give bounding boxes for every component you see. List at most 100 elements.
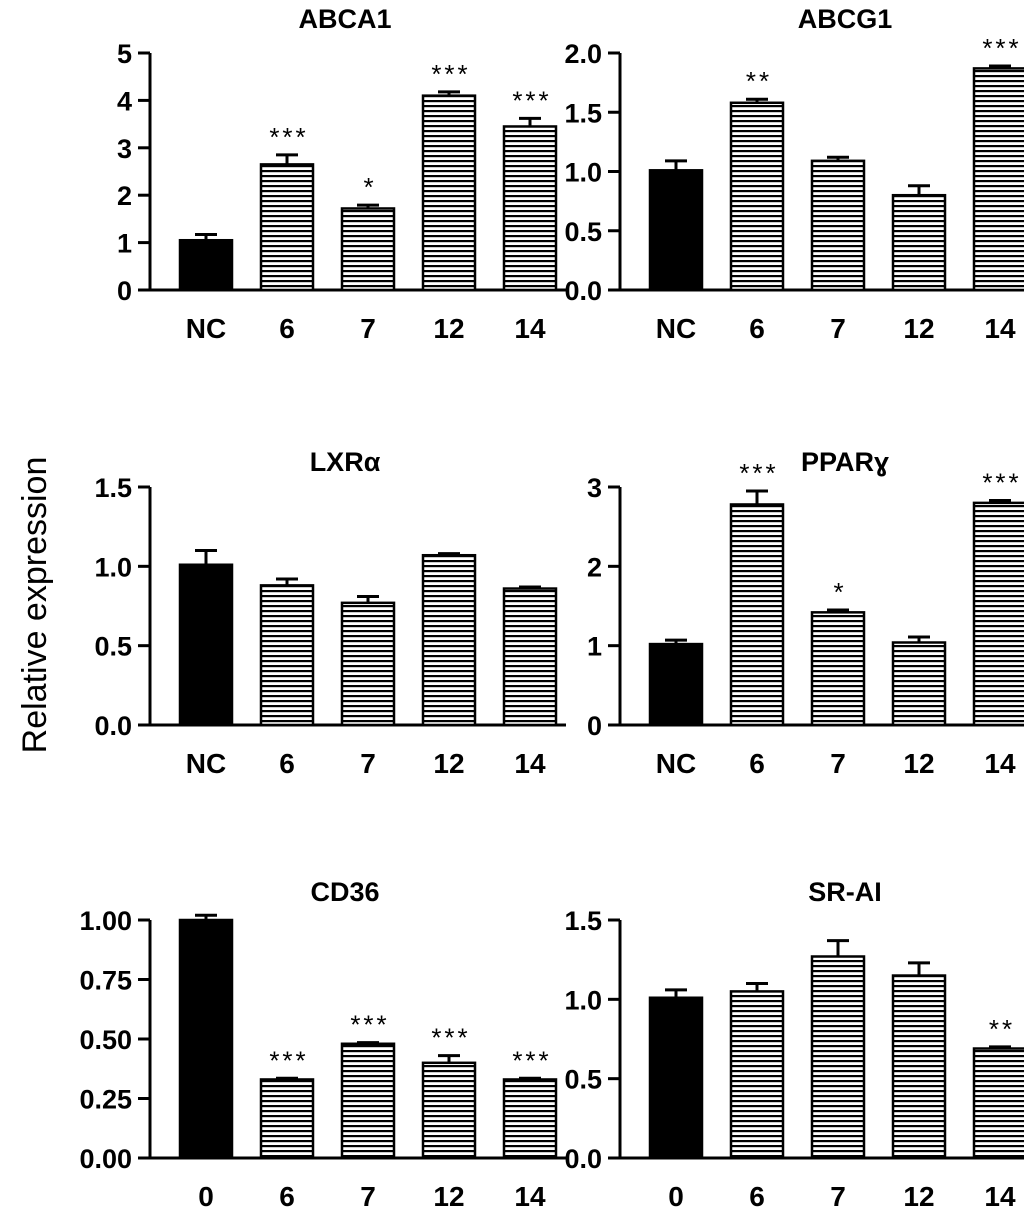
x-tick-label: 6 [279, 313, 295, 344]
bar-NC [178, 563, 234, 727]
y-tick-label: 0 [117, 276, 132, 306]
bar-14 [972, 501, 1024, 727]
significance-label: *** [350, 1010, 389, 1040]
y-tick-label: 0 [587, 711, 602, 741]
bar-6 [729, 990, 785, 1160]
x-tick-label: 14 [514, 1181, 546, 1212]
bar-NC [178, 238, 234, 292]
bar-14 [502, 1078, 558, 1160]
significance-label: ** [989, 1014, 1015, 1044]
y-tick-label: 5 [117, 39, 132, 69]
bar-7 [340, 207, 396, 292]
bar-7 [340, 601, 396, 727]
bar-14 [972, 67, 1024, 292]
x-tick-label: 7 [830, 313, 846, 344]
significance-label: *** [431, 1023, 470, 1053]
x-tick-label: 7 [830, 748, 846, 779]
significance-label: *** [431, 59, 470, 89]
significance-label: *** [512, 1045, 551, 1075]
x-tick-label: 0 [198, 1181, 214, 1212]
y-tick-label: 1.0 [94, 552, 132, 582]
bar-NC [648, 169, 704, 292]
significance-label: *** [982, 33, 1021, 63]
y-tick-label: 0.75 [79, 966, 132, 996]
chart-panel-6: SR-AI 0.0 0.5 1.0 1.5 0 6 7 12 ** 14 [564, 877, 1024, 1212]
x-tick-label: 6 [749, 748, 765, 779]
x-tick-label: 12 [903, 748, 934, 779]
bar-0 [648, 996, 704, 1160]
y-axis-label: Relative expression [16, 457, 54, 754]
chart-title: ABCG1 [798, 4, 893, 34]
bar-14 [972, 1047, 1024, 1160]
chart-panel-2: ABCG1 0.0 0.5 1.0 1.5 2.0 NC ** 6 7 12 *** 14 [564, 4, 1024, 344]
bar-7 [810, 611, 866, 727]
y-tick-label: 3 [587, 473, 602, 503]
x-tick-label: 12 [903, 313, 934, 344]
chart-panel-3: LXRα 0.0 0.5 1.0 1.5 NC 6 7 12 14 [94, 447, 566, 779]
x-tick-label: NC [656, 748, 696, 779]
x-tick-label: 14 [984, 1181, 1016, 1212]
significance-label: *** [739, 458, 778, 488]
chart-title: PPARɣ [801, 447, 889, 477]
bar-12 [891, 641, 947, 727]
bar-12 [421, 1061, 477, 1160]
y-tick-label: 1.5 [564, 98, 602, 128]
bar-12 [891, 193, 947, 292]
x-tick-label: 0 [668, 1181, 684, 1212]
bar-7 [810, 955, 866, 1160]
y-tick-label: 0.0 [564, 1144, 602, 1174]
bar-0 [178, 918, 234, 1160]
significance-label: *** [512, 85, 551, 115]
y-tick-label: 1.5 [94, 473, 132, 503]
significance-label: *** [269, 1045, 308, 1075]
y-tick-label: 1.00 [79, 906, 132, 936]
x-tick-label: 12 [903, 1181, 934, 1212]
bar-12 [421, 553, 477, 727]
y-tick-label: 1 [117, 229, 132, 259]
bar-7 [340, 1042, 396, 1160]
chart-title: CD36 [310, 877, 379, 907]
x-tick-label: 12 [433, 1181, 464, 1212]
chart-title: ABCA1 [298, 4, 391, 34]
significance-label: * [363, 172, 376, 202]
bar-6 [729, 101, 785, 292]
bar-6 [729, 503, 785, 727]
y-tick-label: 4 [117, 86, 132, 116]
y-tick-label: 1 [587, 632, 602, 662]
significance-label: ** [746, 66, 772, 96]
bar-14 [502, 125, 558, 292]
x-tick-label: 7 [360, 748, 376, 779]
x-tick-label: 14 [984, 313, 1016, 344]
x-tick-label: NC [186, 748, 226, 779]
y-tick-label: 1.0 [564, 985, 602, 1015]
x-tick-label: 6 [749, 313, 765, 344]
y-tick-label: 2 [587, 552, 602, 582]
y-tick-label: 2 [117, 181, 132, 211]
chart-title: SR-AI [808, 877, 882, 907]
significance-label: * [833, 577, 846, 607]
bar-6 [259, 584, 315, 727]
y-tick-label: 0.0 [94, 711, 132, 741]
x-tick-label: 14 [984, 748, 1016, 779]
bar-7 [810, 159, 866, 292]
bar-14 [502, 587, 558, 727]
bar-12 [891, 974, 947, 1160]
x-tick-label: 6 [279, 748, 295, 779]
bar-NC [648, 642, 704, 727]
bar-6 [259, 1078, 315, 1160]
y-tick-label: 0.5 [564, 1065, 602, 1095]
x-tick-label: 6 [279, 1181, 295, 1212]
y-tick-label: 0.25 [79, 1085, 132, 1115]
x-tick-label: 12 [433, 748, 464, 779]
x-tick-label: 7 [360, 1181, 376, 1212]
x-tick-label: NC [656, 313, 696, 344]
bar-12 [421, 94, 477, 292]
y-tick-label: 0.50 [79, 1025, 132, 1055]
significance-label: *** [982, 467, 1021, 497]
y-tick-label: 0.00 [79, 1144, 132, 1174]
x-tick-label: 14 [514, 748, 546, 779]
x-tick-label: NC [186, 313, 226, 344]
x-tick-label: 7 [360, 313, 376, 344]
